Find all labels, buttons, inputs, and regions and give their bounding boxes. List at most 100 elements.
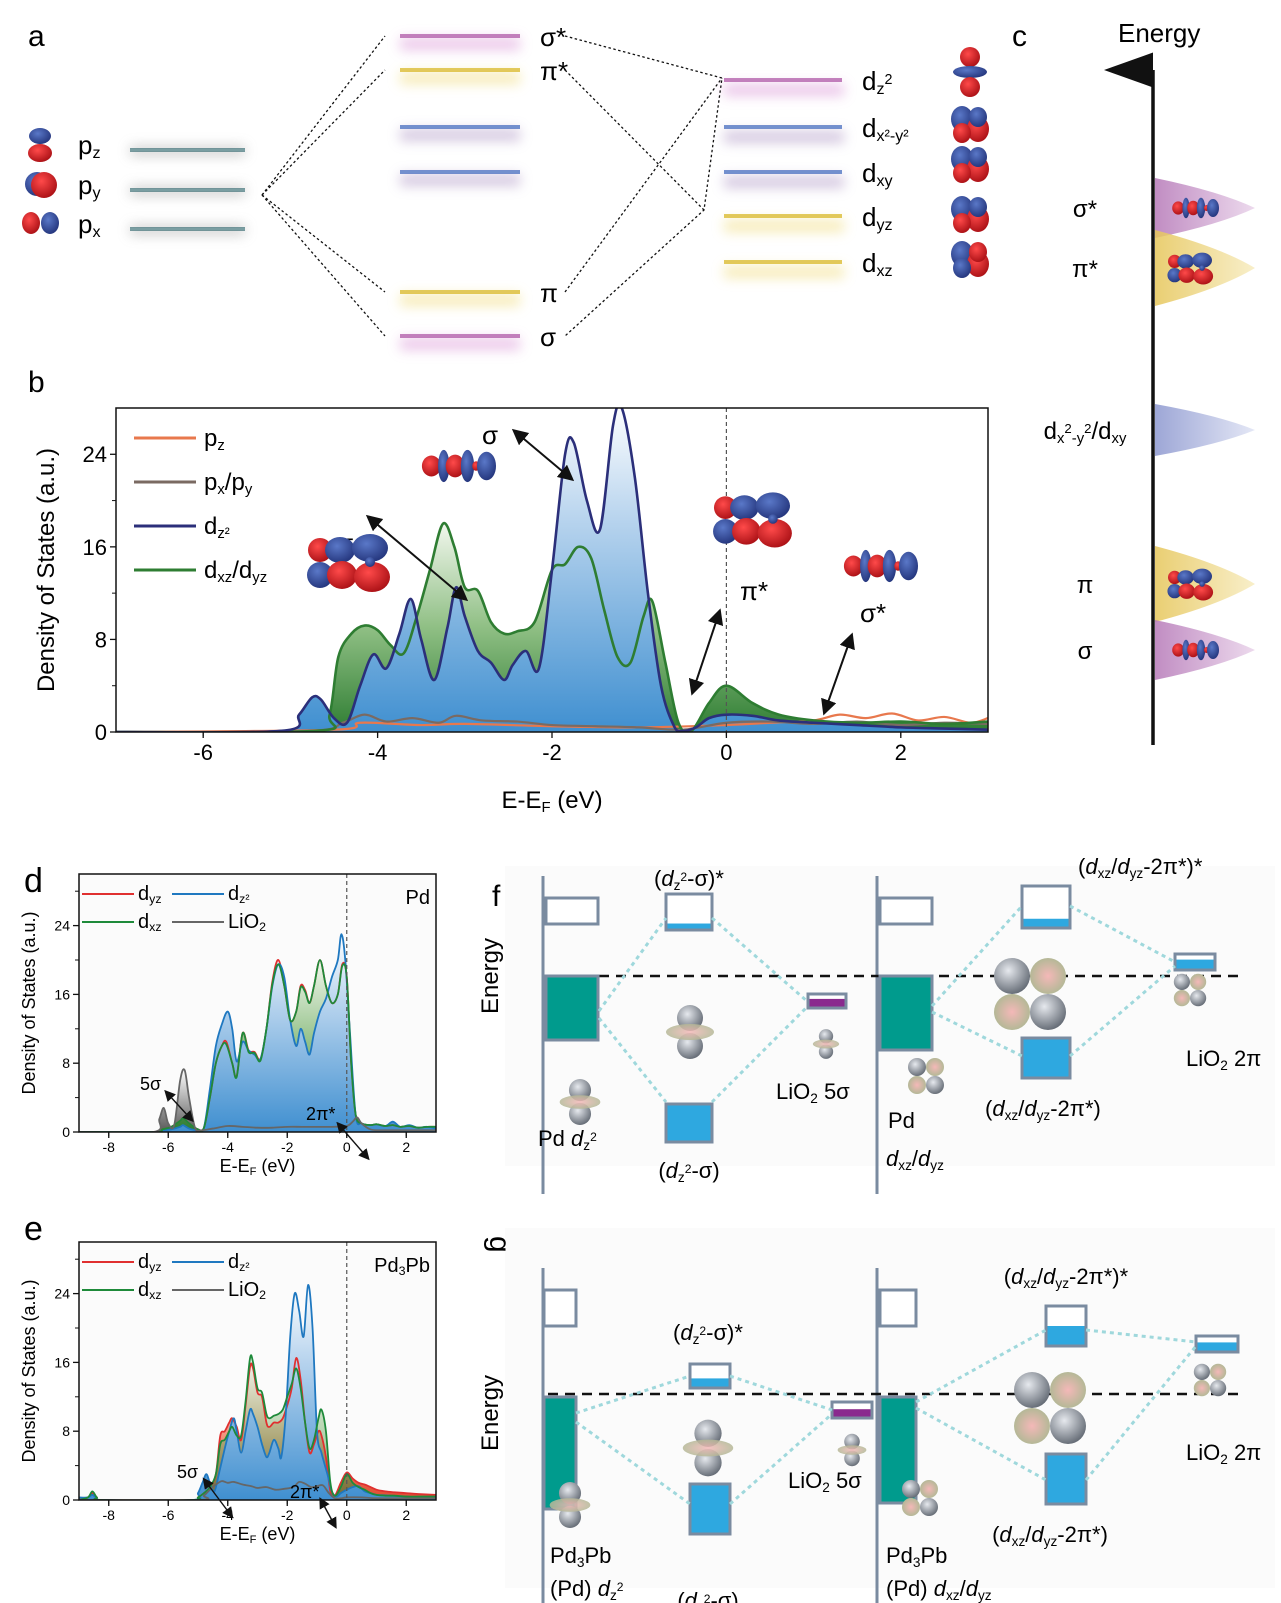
orbital-lobe [1192, 252, 1212, 268]
band-label: dx2-y2/dxy [1044, 418, 1127, 447]
metal-label: Pd [888, 1108, 915, 1133]
bonding-label: (dxz/dyz-2π*) [992, 1522, 1108, 1549]
ligand-level [1194, 1334, 1240, 1354]
orbital-lobe [352, 534, 388, 562]
orbital-lobe [902, 1498, 920, 1516]
orbital-lobe [1173, 990, 1190, 1007]
chart-e-dos-pd3pb: -8 -6 -4 -2 0 2 0 8 16 24 E-EF (eV) Density of Stat… [19, 1241, 437, 1546]
annotation-pi-star: π* [740, 576, 768, 606]
mixing-line [930, 904, 1024, 1008]
mo-level: σ [400, 322, 556, 352]
panel-label-b: b [28, 366, 45, 399]
d-level-label: dxy [862, 158, 894, 190]
mo-level-label: π [540, 278, 558, 308]
orbital-lobe [1173, 973, 1190, 991]
orbital-lobe [666, 1024, 714, 1040]
x-tick-label: -4 [368, 740, 388, 765]
legend-label: dxz/dyz [204, 557, 267, 586]
energy-band-pi: π [1077, 546, 1255, 622]
annotation-arrow [164, 1089, 194, 1123]
x-axis-label: E-EF (eV) [220, 1524, 296, 1546]
metal-label: Pd dz2 [538, 1126, 597, 1153]
annotation-2pi-star: 2π* [306, 1104, 335, 1124]
d-orbital-icon [953, 163, 971, 183]
mixing-line [1069, 964, 1176, 1058]
orbital-lobe [1167, 268, 1182, 283]
antibonding-level [688, 1362, 732, 1390]
metal-unoccupied-box [542, 1288, 578, 1328]
level-fill [1047, 1455, 1085, 1503]
legend-label: LiO2 [228, 911, 266, 934]
orbital-lobe [755, 492, 791, 519]
correlation-line [261, 69, 386, 196]
mixing-line [729, 1374, 833, 1412]
y-tick-label: 8 [62, 1423, 70, 1439]
energy-axis-label: Energy [477, 938, 504, 1014]
orbital-lobe [1177, 254, 1194, 269]
orbital-lobe [899, 551, 918, 581]
annotation-5sigma: 5σ [177, 1462, 198, 1482]
level-fill [1023, 1039, 1069, 1077]
energy-band-sigma: σ [1078, 620, 1255, 680]
legend-label: LiO2 [228, 1279, 266, 1302]
d-orbital-icon [969, 147, 987, 167]
x-axis-label: E-EF (eV) [501, 787, 602, 816]
orbital-lobe [757, 519, 792, 548]
x-tick-label: -6 [162, 1507, 175, 1523]
level-fill [667, 923, 711, 929]
d-orbital-icon [953, 213, 971, 233]
bonding-label: (dz2-σ) [658, 1158, 719, 1185]
p-level-label: pz [78, 130, 101, 162]
d-orbital-icon [969, 107, 987, 127]
legend-label: px/py [204, 469, 253, 498]
x-tick-label: -2 [542, 740, 562, 765]
d-level: dxy [724, 158, 894, 190]
plot-frame [78, 1241, 437, 1501]
x-tick-label: 2 [402, 1507, 410, 1523]
correlation-line [564, 35, 723, 337]
orbital-lobe [714, 496, 737, 519]
legend-label: dyz [138, 1251, 162, 1274]
mixing-line [915, 1406, 1047, 1482]
mo-level-label: π* [540, 56, 568, 86]
orbital-lobe [682, 1439, 734, 1457]
bonding-level [664, 1102, 714, 1144]
mo-level [400, 125, 520, 141]
orbital-lobe [1199, 581, 1205, 587]
orbital-lobe [1178, 583, 1195, 599]
series-line-dz2 [79, 1284, 436, 1500]
orbital-lobe [1178, 267, 1195, 283]
orbital-lobe [29, 128, 51, 144]
chart-title: Pd [406, 887, 430, 909]
p-level-label: py [78, 170, 101, 202]
metal-unoccupied-box [878, 896, 934, 926]
annotation-sigma: σ [482, 420, 498, 450]
panel-label-c: c [1012, 20, 1027, 53]
x-tick-label: -2 [281, 1139, 294, 1155]
level-glow [724, 176, 844, 188]
level-glow [400, 129, 520, 141]
orbital-lobe [1030, 994, 1066, 1030]
orbital-lobe [920, 1498, 938, 1516]
p-level: py [25, 170, 245, 202]
legend-label: dxz [138, 1279, 162, 1302]
level-fill [691, 1485, 729, 1533]
orbital-lobe [22, 212, 40, 234]
orbital-lobe [1177, 570, 1194, 585]
bonding-level [1020, 1036, 1072, 1080]
metal-label-orbital: (Pd) dz2 [550, 1576, 624, 1603]
mo-level: π [400, 278, 558, 308]
orbital-lobe [837, 1445, 867, 1455]
band-label: σ* [1073, 196, 1097, 223]
orbital-lobe [477, 451, 496, 481]
level-glow [400, 38, 520, 50]
level-glow [400, 338, 520, 350]
panel-label-f: f [492, 880, 501, 913]
antibonding-label: (dxz/dyz-2π*)* [1078, 854, 1203, 881]
orbital-lobe [1190, 990, 1207, 1007]
mixing-line [575, 1374, 691, 1415]
y-axis-label: Density of States (a.u.) [33, 448, 60, 692]
level-fill [1023, 918, 1069, 927]
mo-level: σ* [400, 22, 566, 52]
x-tick-label: 2 [402, 1139, 410, 1155]
